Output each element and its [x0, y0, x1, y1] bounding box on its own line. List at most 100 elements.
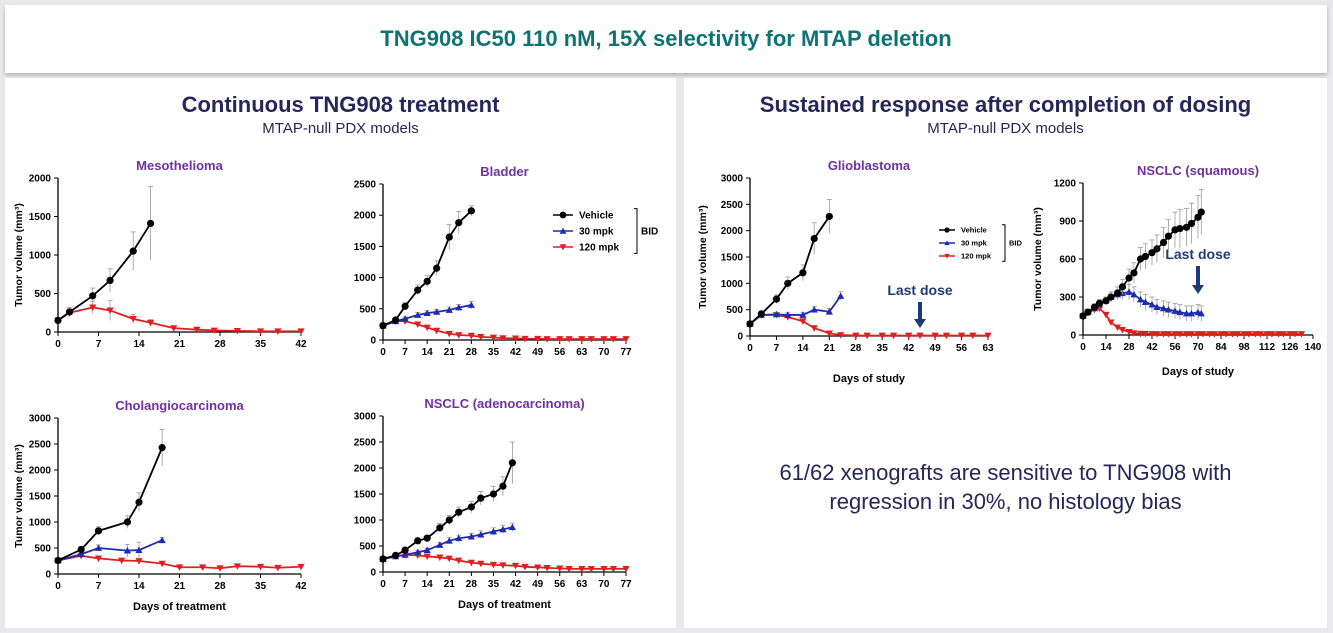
data-point [1297, 331, 1306, 338]
data-point [1263, 331, 1271, 338]
x-tick-label: 21 [174, 581, 186, 592]
y-tick-label: 2000 [721, 226, 744, 237]
data-point [379, 555, 387, 563]
data-point [543, 564, 551, 572]
series-vehicle [54, 186, 155, 325]
chart-title: Cholangiocarcinoma [115, 398, 244, 413]
data-point [414, 548, 422, 556]
data-point [508, 459, 516, 467]
data-point [521, 563, 529, 571]
data-point [1113, 289, 1122, 297]
data-point [54, 316, 62, 325]
x-tick-label: 98 [1238, 342, 1250, 353]
nsclc-squamous-chart: NSCLC (squamous) 0 300 600 900 1200 0 14 28 42 56 7… [1032, 163, 1322, 378]
data-point [1148, 301, 1156, 308]
data-point [129, 247, 137, 255]
series-120-mpk [54, 552, 305, 572]
data-point [414, 311, 422, 318]
y-axis-label: Tumor volume (mm³) [697, 205, 709, 309]
data-point [1182, 309, 1191, 317]
x-tick-label: 28 [466, 579, 478, 590]
data-point [1205, 331, 1214, 338]
data-point [534, 335, 542, 343]
data-point [135, 498, 143, 506]
series-line [382, 462, 514, 560]
data-point [578, 336, 586, 343]
data-point [89, 292, 97, 300]
data-point [600, 336, 608, 343]
data-point [135, 546, 143, 553]
data-point [499, 562, 507, 569]
y-tick-label: 500 [359, 304, 376, 315]
right-panel: Sustained response after completion of d… [684, 78, 1327, 628]
x-axis-label: Days of treatment [458, 599, 551, 611]
data-point [1130, 330, 1138, 337]
y-tick-label: 2000 [29, 174, 52, 185]
data-point [757, 310, 765, 318]
data-point [499, 525, 507, 533]
x-tick-label: 56 [554, 347, 566, 358]
summary-line-2: regression in 30%, no histology bias [829, 489, 1182, 514]
y-tick-label: 500 [34, 289, 51, 300]
data-point [511, 335, 520, 343]
legend-swatch-marker [944, 227, 950, 233]
data-point [489, 527, 498, 535]
data-point [65, 308, 74, 316]
data-point [297, 563, 305, 571]
data-point [746, 320, 754, 328]
y-tick-label: 500 [726, 305, 743, 316]
data-point [1079, 312, 1087, 320]
legend-entry-label: 120 mpk [579, 243, 619, 254]
y-tick-label: 2500 [29, 440, 52, 451]
data-point [578, 566, 586, 573]
data-point [565, 566, 573, 573]
x-tick-label: 112 [1259, 342, 1276, 353]
data-point [1084, 308, 1092, 316]
data-point [146, 219, 155, 228]
data-point [158, 536, 166, 544]
x-tick-label: 49 [532, 347, 544, 358]
data-point [1199, 331, 1207, 338]
data-point [1153, 331, 1161, 338]
data-point [199, 564, 207, 571]
y-tick-label: 1000 [29, 251, 52, 262]
data-point [1279, 331, 1288, 338]
data-point [274, 564, 282, 572]
y-tick-label: 1000 [354, 273, 377, 284]
data-point [401, 315, 409, 322]
legend-swatch-marker [559, 244, 567, 251]
data-point [423, 534, 431, 542]
data-point [106, 276, 114, 285]
x-tick-label: 42 [295, 339, 307, 350]
data-point [556, 565, 564, 572]
banner-title: TNG908 IC50 110 nM, 15X selectivity for … [380, 26, 952, 51]
summary-line-1: 61/62 xenografts are sensitive to TNG908… [779, 460, 1232, 485]
data-point [772, 295, 781, 303]
x-tick-label: 70 [1192, 342, 1204, 353]
data-point [837, 332, 845, 339]
series-line [749, 314, 988, 337]
y-tick-label: 0 [45, 328, 51, 339]
data-point [392, 316, 400, 324]
data-point [1182, 223, 1191, 231]
y-tick-label: 1500 [721, 253, 744, 264]
chart-title: NSCLC (adenocarcinoma) [424, 396, 584, 411]
data-point [799, 269, 807, 277]
data-point [135, 558, 143, 565]
data-point [455, 303, 463, 311]
mesothelioma-chart: Mesothelioma 0 500 1000 1500 2000 0 7 14 21 28 35 42… [13, 158, 307, 350]
series-vehicle [379, 441, 516, 563]
series-line [57, 222, 152, 322]
x-tick-label: 56 [1169, 342, 1181, 353]
legend-entry-label: 30 mpk [579, 227, 614, 238]
data-point [1240, 331, 1248, 338]
data-point [158, 444, 166, 452]
chart-title: Bladder [480, 164, 528, 179]
x-tick-label: 14 [422, 347, 434, 358]
data-point [825, 212, 833, 221]
data-point [445, 330, 453, 338]
data-point [837, 292, 845, 299]
x-tick-label: 49 [930, 343, 942, 354]
data-point [521, 335, 529, 343]
y-tick-label: 2000 [354, 211, 377, 222]
